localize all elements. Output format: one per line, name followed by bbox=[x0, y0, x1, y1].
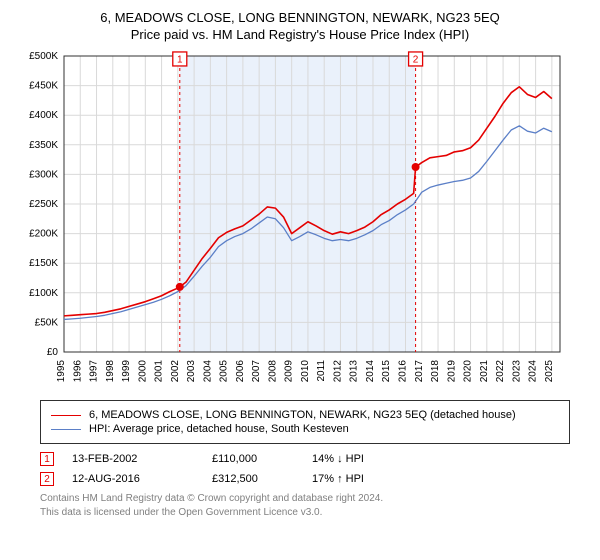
svg-text:£150K: £150K bbox=[29, 258, 58, 269]
svg-text:2007: 2007 bbox=[251, 360, 262, 383]
transaction-price-2: £312,500 bbox=[212, 473, 312, 485]
svg-text:2003: 2003 bbox=[186, 360, 197, 383]
svg-text:2001: 2001 bbox=[154, 360, 165, 383]
svg-text:2015: 2015 bbox=[381, 360, 392, 383]
legend-label-hpi: HPI: Average price, detached house, Sout… bbox=[89, 423, 349, 435]
transaction-date-2: 12-AUG-2016 bbox=[72, 473, 212, 485]
svg-text:2024: 2024 bbox=[528, 360, 539, 383]
svg-text:£350K: £350K bbox=[29, 140, 58, 151]
svg-text:2009: 2009 bbox=[284, 360, 295, 383]
legend-row-hpi: HPI: Average price, detached house, Sout… bbox=[51, 423, 559, 435]
footer-attribution: Contains HM Land Registry data © Crown c… bbox=[40, 492, 570, 519]
svg-text:£450K: £450K bbox=[29, 81, 58, 92]
svg-text:£0: £0 bbox=[47, 347, 59, 358]
price-chart: £0 £50K £100K £150K £200K £250K £300K £350K £400… bbox=[20, 48, 580, 388]
svg-text:2018: 2018 bbox=[430, 360, 441, 383]
legend-line-hpi bbox=[51, 429, 81, 430]
transaction-num-1: 1 bbox=[44, 454, 50, 465]
transaction-hpi-1: 14% ↓ HPI bbox=[312, 453, 432, 465]
transaction-marker-2: 2 bbox=[40, 472, 54, 486]
svg-text:£300K: £300K bbox=[29, 169, 58, 180]
svg-text:2014: 2014 bbox=[365, 360, 376, 383]
svg-text:2002: 2002 bbox=[170, 360, 181, 383]
svg-text:£500K: £500K bbox=[29, 51, 58, 62]
title-main: 6, MEADOWS CLOSE, LONG BENNINGTON, NEWAR… bbox=[0, 10, 600, 25]
svg-text:1996: 1996 bbox=[72, 360, 83, 383]
svg-text:£50K: £50K bbox=[35, 317, 59, 328]
svg-text:2004: 2004 bbox=[202, 360, 213, 383]
legend-row-property: 6, MEADOWS CLOSE, LONG BENNINGTON, NEWAR… bbox=[51, 409, 559, 421]
svg-text:£100K: £100K bbox=[29, 288, 58, 299]
transactions-table: 1 13-FEB-2002 £110,000 14% ↓ HPI 2 12-AU… bbox=[40, 452, 570, 486]
svg-text:2006: 2006 bbox=[235, 360, 246, 383]
chart-svg: £0 £50K £100K £150K £200K £250K £300K £350K £400… bbox=[20, 48, 580, 388]
transaction-num-2: 2 bbox=[44, 474, 50, 485]
svg-text:1995: 1995 bbox=[56, 360, 67, 383]
svg-text:2008: 2008 bbox=[267, 360, 278, 383]
svg-text:£400K: £400K bbox=[29, 110, 58, 121]
svg-text:1997: 1997 bbox=[89, 360, 100, 383]
svg-text:2010: 2010 bbox=[300, 360, 311, 383]
svg-text:2021: 2021 bbox=[479, 360, 490, 383]
transaction-row-2: 2 12-AUG-2016 £312,500 17% ↑ HPI bbox=[40, 472, 570, 486]
transaction-date-1: 13-FEB-2002 bbox=[72, 453, 212, 465]
legend-box: 6, MEADOWS CLOSE, LONG BENNINGTON, NEWAR… bbox=[40, 400, 570, 444]
svg-text:1: 1 bbox=[177, 54, 183, 65]
footer-line-1: Contains HM Land Registry data © Crown c… bbox=[40, 492, 570, 506]
transaction-price-1: £110,000 bbox=[212, 453, 312, 465]
footer-line-2: This data is licensed under the Open Gov… bbox=[40, 506, 570, 520]
title-sub: Price paid vs. HM Land Registry's House … bbox=[0, 27, 600, 42]
transaction-hpi-2: 17% ↑ HPI bbox=[312, 473, 432, 485]
svg-text:2005: 2005 bbox=[219, 360, 230, 383]
svg-text:2019: 2019 bbox=[446, 360, 457, 383]
legend-label-property: 6, MEADOWS CLOSE, LONG BENNINGTON, NEWAR… bbox=[89, 409, 516, 421]
transaction-marker-1: 1 bbox=[40, 452, 54, 466]
svg-text:£250K: £250K bbox=[29, 199, 58, 210]
svg-text:2022: 2022 bbox=[495, 360, 506, 383]
svg-text:2000: 2000 bbox=[137, 360, 148, 383]
svg-text:2016: 2016 bbox=[398, 360, 409, 383]
svg-text:2: 2 bbox=[413, 54, 419, 65]
legend-line-property bbox=[51, 415, 81, 416]
svg-text:£200K: £200K bbox=[29, 229, 58, 240]
svg-text:2012: 2012 bbox=[332, 360, 343, 383]
transaction-row-1: 1 13-FEB-2002 £110,000 14% ↓ HPI bbox=[40, 452, 570, 466]
svg-text:1998: 1998 bbox=[105, 360, 116, 383]
svg-text:2017: 2017 bbox=[414, 360, 425, 383]
title-block: 6, MEADOWS CLOSE, LONG BENNINGTON, NEWAR… bbox=[0, 0, 600, 48]
svg-text:2025: 2025 bbox=[544, 360, 555, 383]
svg-text:1999: 1999 bbox=[121, 360, 132, 383]
svg-text:2011: 2011 bbox=[316, 360, 327, 382]
svg-text:2013: 2013 bbox=[349, 360, 360, 383]
page-container: 6, MEADOWS CLOSE, LONG BENNINGTON, NEWAR… bbox=[0, 0, 600, 519]
svg-text:2020: 2020 bbox=[463, 360, 474, 383]
svg-text:2023: 2023 bbox=[511, 360, 522, 383]
